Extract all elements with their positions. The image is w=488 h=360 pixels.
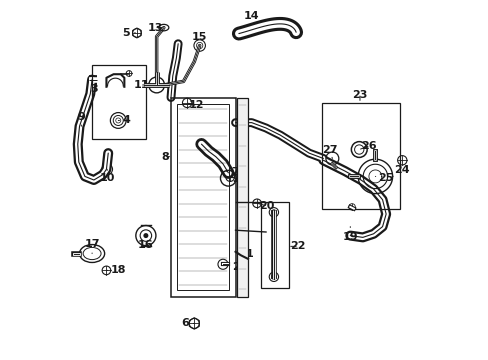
- Bar: [260, 202, 289, 288]
- Text: 21: 21: [231, 174, 247, 184]
- Text: 19: 19: [342, 226, 357, 242]
- Text: 6: 6: [181, 319, 194, 328]
- Text: 8: 8: [161, 152, 169, 162]
- Text: 14: 14: [244, 11, 259, 24]
- Text: 22: 22: [289, 241, 305, 251]
- Bar: [171, 98, 235, 297]
- Text: 16: 16: [138, 235, 153, 250]
- Text: 26: 26: [360, 141, 376, 151]
- Text: 7: 7: [225, 167, 239, 177]
- Text: 27: 27: [322, 144, 337, 158]
- Text: 11: 11: [133, 80, 149, 90]
- Bar: [92, 65, 145, 139]
- Text: 12: 12: [188, 100, 203, 111]
- Text: 24: 24: [394, 160, 409, 175]
- Text: 5: 5: [122, 28, 135, 38]
- Text: 15: 15: [192, 32, 207, 45]
- Text: 18: 18: [106, 265, 126, 275]
- Text: 13: 13: [147, 23, 163, 33]
- Text: 2: 2: [227, 262, 239, 272]
- Bar: [237, 98, 247, 297]
- Text: 20: 20: [258, 201, 274, 211]
- Bar: [321, 103, 400, 209]
- Circle shape: [143, 233, 148, 238]
- Text: 23: 23: [351, 90, 367, 100]
- Text: 3: 3: [91, 84, 98, 94]
- Text: 10: 10: [99, 169, 115, 183]
- Text: 4: 4: [118, 116, 130, 126]
- Text: 1: 1: [241, 248, 253, 258]
- Text: 9: 9: [77, 112, 85, 126]
- Text: 25: 25: [375, 173, 393, 183]
- Text: 17: 17: [84, 239, 100, 253]
- Bar: [177, 104, 228, 290]
